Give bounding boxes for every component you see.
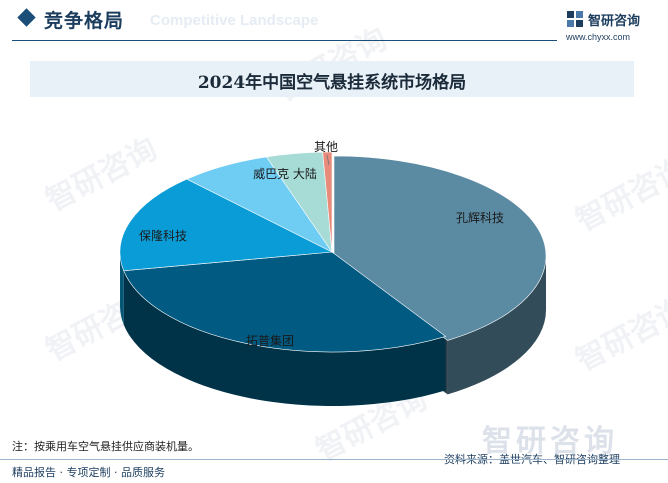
header-divider bbox=[12, 40, 557, 41]
chart-note: 注：按乘用车空气悬挂供应商装机量。 bbox=[12, 440, 199, 453]
slice-label: 威巴克 大陆 bbox=[253, 166, 317, 181]
pie-slice-3 bbox=[119, 178, 334, 272]
chart-title-band: 2024年中国空气悬挂系统市场格局 bbox=[30, 61, 634, 97]
pie-slice-2 bbox=[123, 251, 447, 353]
logo-icon bbox=[567, 11, 583, 27]
pie-slice-6 bbox=[322, 151, 333, 253]
logo-name: 智研咨询 bbox=[588, 14, 641, 29]
pie-side-1 bbox=[447, 256, 546, 395]
pie-top-faces bbox=[119, 151, 547, 353]
section-subtitle: Competitive Landscape bbox=[150, 12, 319, 29]
leader-line bbox=[326, 154, 330, 166]
slice-label: 孔辉科技 bbox=[456, 211, 504, 225]
page-header: 竞争格局 Competitive Landscape bbox=[0, 0, 668, 42]
chart-title: 2024年中国空气悬挂系统市场格局 bbox=[197, 73, 467, 93]
section-title: 竞争格局 bbox=[44, 10, 125, 32]
footer-divider bbox=[0, 459, 668, 460]
slice-label: 其他 bbox=[314, 140, 338, 154]
pie-side-2 bbox=[123, 270, 446, 406]
slice-label: 保隆科技 bbox=[139, 228, 187, 243]
logo-url: www.chyxx.com bbox=[566, 32, 631, 42]
pie-side-3 bbox=[120, 252, 124, 325]
footer-slogan: 精品报告 · 专项定制 · 品质服务 bbox=[12, 466, 165, 479]
logo-watermark: 智研咨询 bbox=[482, 424, 618, 459]
slice-label: 拓普集团 bbox=[246, 333, 294, 348]
